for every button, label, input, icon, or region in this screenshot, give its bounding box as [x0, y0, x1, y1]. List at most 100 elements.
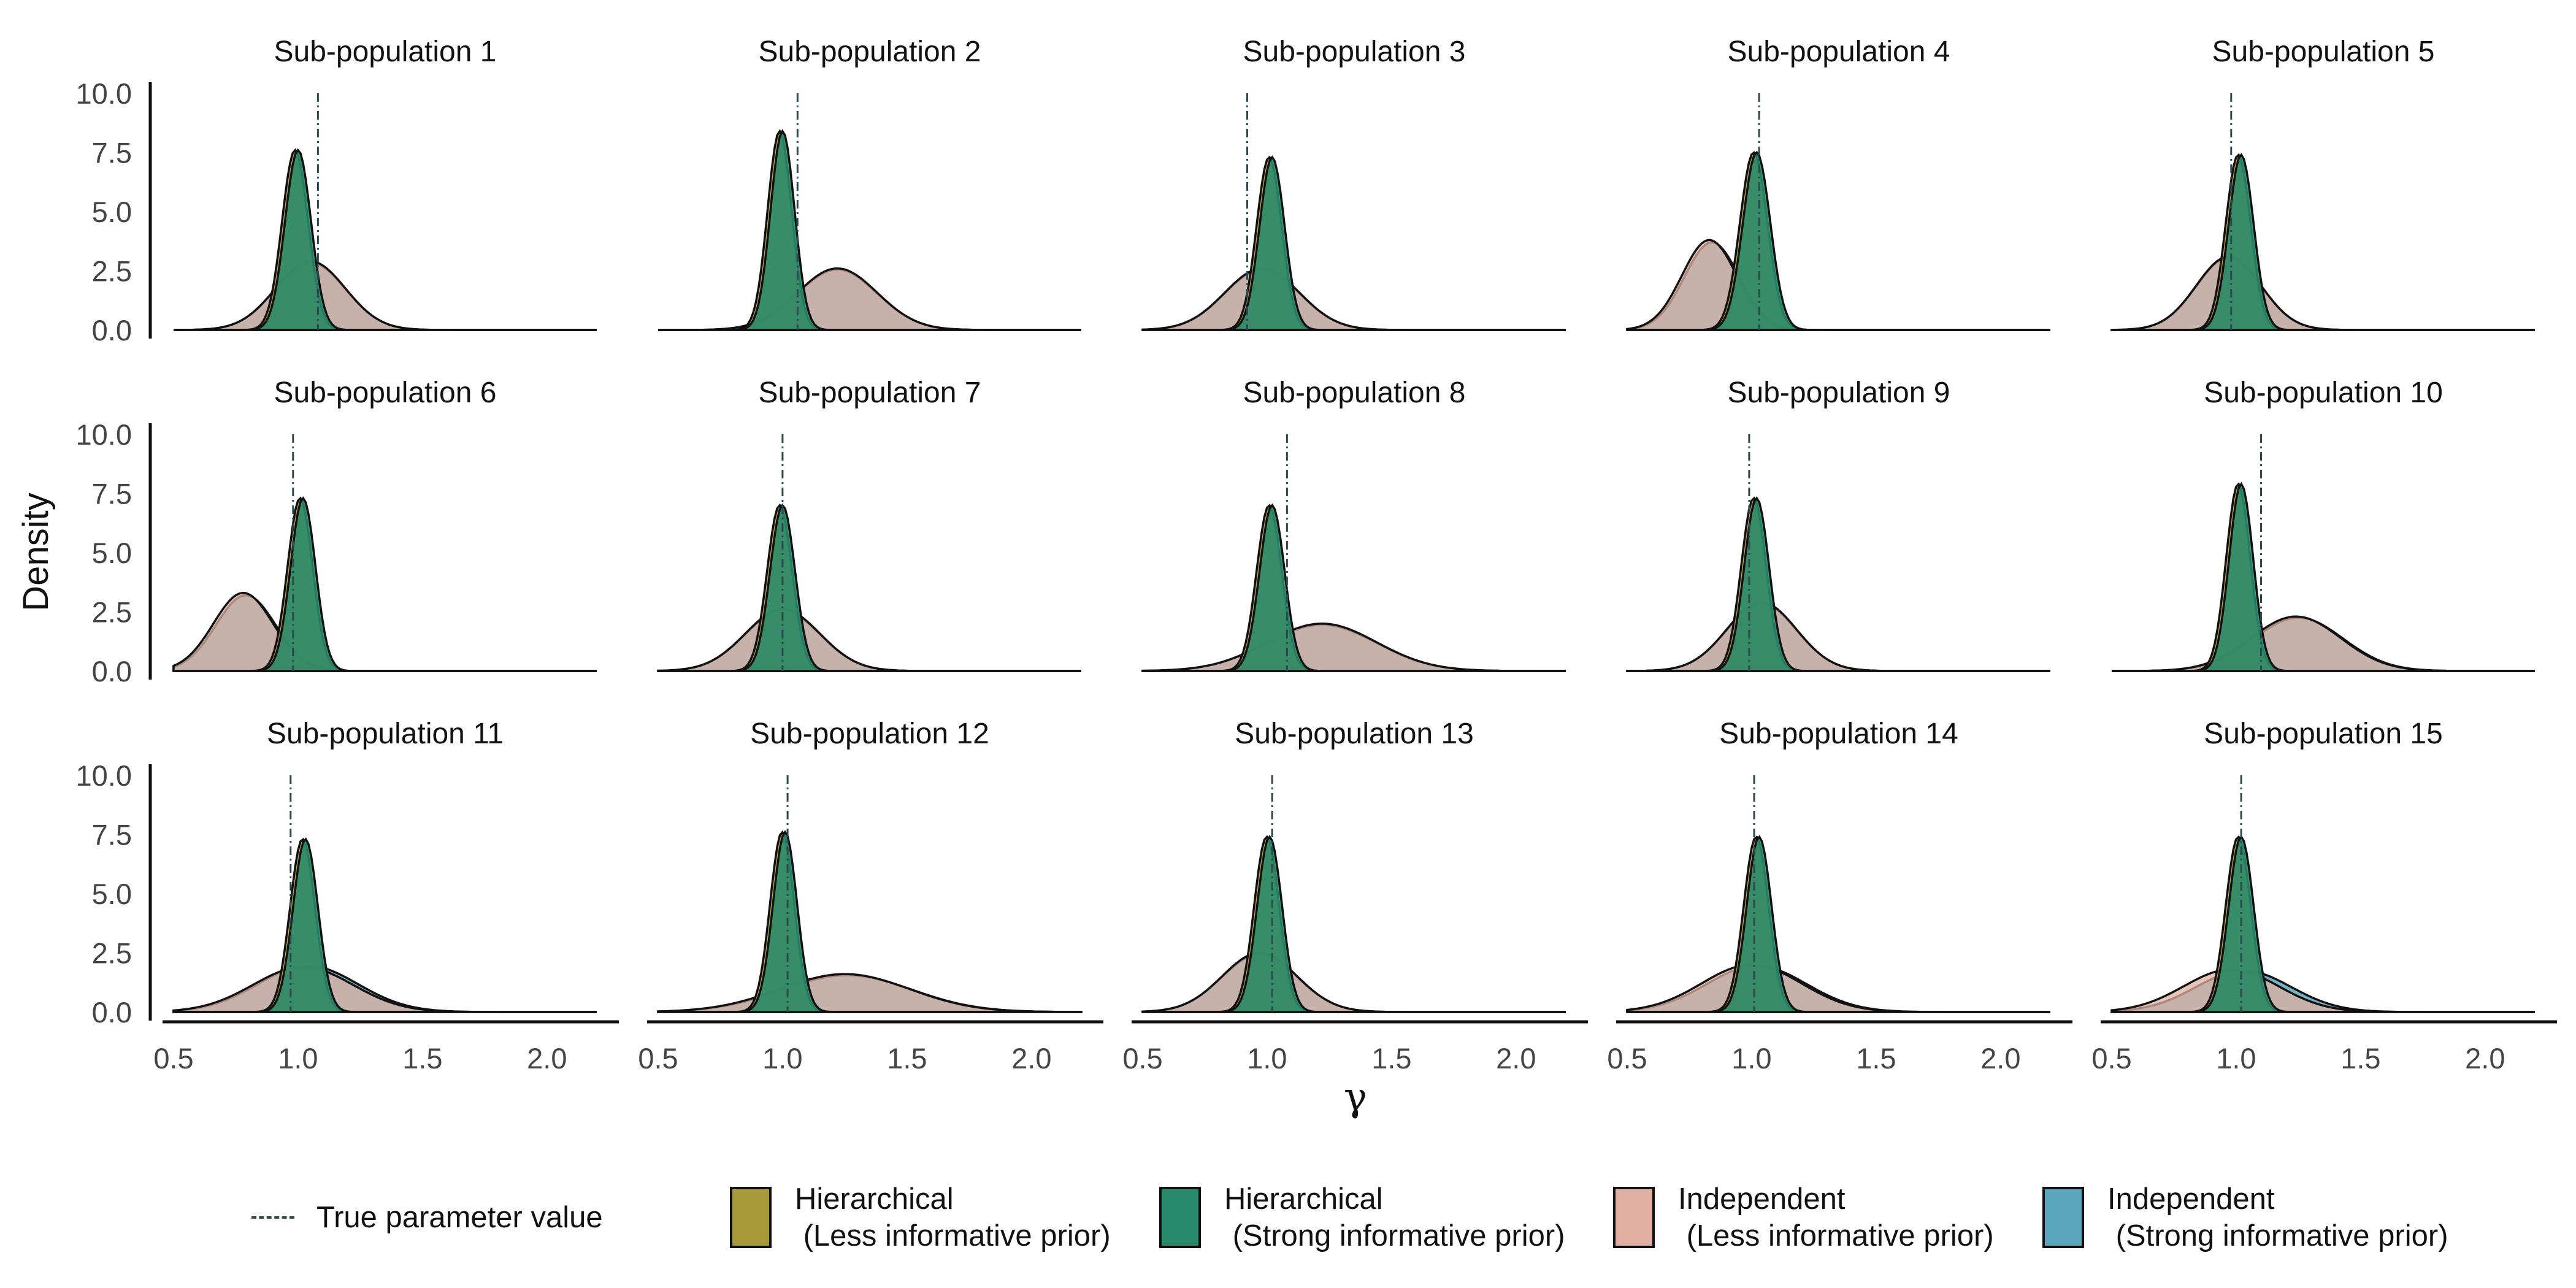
density-curve-hl [174, 148, 597, 331]
x-tick-label: 1.0 [1731, 1042, 1771, 1075]
y-tick-label: 5.0 [92, 196, 132, 228]
density-curve-hs [658, 830, 1081, 1013]
y-tick-label: 0.0 [92, 314, 132, 347]
density-curve-hs [174, 496, 597, 672]
x-tick-label: 0.5 [1122, 1042, 1162, 1075]
y-tick-label: 7.5 [92, 137, 132, 169]
density-curve-hl [1143, 155, 1566, 331]
x-tick-label: 2.0 [1496, 1042, 1536, 1075]
y-tick-label: 5.0 [92, 537, 132, 569]
legend-label: Independent (Strong informative prior) [2107, 1183, 2448, 1252]
density-curve-hs [2112, 153, 2535, 331]
legend-label: Hierarchical (Strong informative prior) [1224, 1183, 1565, 1252]
density-curve-hl [1627, 835, 2050, 1013]
density-curve-il [657, 973, 1083, 1013]
density-curve-il [1141, 951, 1566, 1013]
x-tick-label: 2.0 [1011, 1042, 1051, 1075]
density-curve-hs [1627, 150, 2050, 331]
legend-swatch-independent-strong [2042, 1187, 2084, 1248]
y-tick-label: 0.0 [92, 655, 132, 688]
density-curve-hs [1143, 155, 1566, 331]
facet-panel-12: Sub-population 12 0.5 1.0 1.5 2.0 [638, 718, 1103, 1075]
facet-panel-8: Sub-population 8 [1141, 377, 1566, 672]
x-tick-label: 0.5 [2091, 1042, 2131, 1075]
x-tick-label: 1.5 [402, 1042, 442, 1075]
density-curve-hs [658, 129, 1081, 331]
density-curve-hs [2112, 481, 2535, 672]
panel-title: Sub-population 2 [759, 36, 981, 68]
legend-label: Independent (Less informative prior) [1678, 1183, 1994, 1252]
x-tick-label: 1.5 [1371, 1042, 1411, 1075]
density-curve-is [1626, 602, 2050, 672]
density-curve-il [1626, 964, 2050, 1013]
y-tick-label: 2.5 [92, 937, 132, 970]
density-curve-hs [1627, 835, 2050, 1013]
legend-item-independent-strong: Independent (Strong informative prior) [2042, 1165, 2448, 1270]
facet-panel-14: Sub-population 14 0.5 1.0 1.5 2.0 [1607, 718, 2072, 1075]
density-curve-il [2110, 255, 2535, 331]
density-curve-il [173, 260, 597, 331]
legend-swatch-independent-less [1613, 1187, 1655, 1248]
density-curve-il [172, 965, 597, 1013]
panel-title: Sub-population 3 [1243, 36, 1466, 68]
x-tick-label: 1.0 [278, 1042, 318, 1075]
density-curve-il [172, 591, 597, 672]
facet-panel-11: Sub-population 11 0.0 2.5 5.0 7.5 10.0 0.5 1.0 1… [76, 718, 619, 1075]
density-curve-il [1626, 239, 2050, 331]
x-tick-label: 1.0 [762, 1042, 802, 1075]
x-tick-label: 1.5 [887, 1042, 927, 1075]
density-curve-hs [1627, 496, 2050, 672]
x-tick-label: 1.0 [1247, 1042, 1287, 1075]
panel-title: Sub-population 7 [759, 377, 981, 409]
legend-swatch-hierarchical-less [730, 1187, 772, 1248]
panel-title: Sub-population 1 [274, 36, 497, 68]
density-curve-il [2110, 968, 2535, 1013]
panel-title: Sub-population 11 [267, 718, 504, 750]
legend: True parameter value Hierarchical (Less … [0, 1165, 2576, 1288]
density-curve-hl [658, 503, 1081, 672]
density-curve-hs [174, 837, 597, 1013]
density-curve-il [2112, 615, 2535, 672]
facet-panel-2: Sub-population 2 [658, 36, 1081, 331]
panel-title: Sub-population 5 [2212, 36, 2435, 68]
legend-label: Hierarchical (Less informative prior) [795, 1183, 1111, 1252]
density-curve-hl [174, 837, 597, 1013]
y-tick-label: 10.0 [76, 759, 132, 792]
density-curve-hs [1143, 503, 1566, 672]
dashdot-line-icon [251, 1216, 294, 1219]
legend-item-hierarchical-strong: Hierarchical (Strong informative prior) [1159, 1165, 1565, 1270]
facet-panel-3: Sub-population 3 [1141, 36, 1566, 331]
y-tick-label: 7.5 [92, 478, 132, 510]
facet-panel-9: Sub-population 9 [1626, 377, 2050, 672]
panel-title: Sub-population 6 [274, 377, 497, 409]
x-tick-label: 2.0 [2465, 1042, 2505, 1075]
facet-panel-6: Sub-population 6 0.0 2.5 5.0 7.5 10.0 [76, 377, 597, 688]
panel-title: Sub-population 14 [1719, 718, 1958, 750]
density-curve-hl [2112, 153, 2535, 331]
y-tick-label: 2.5 [92, 596, 132, 629]
density-curve-hs [174, 148, 597, 331]
facet-panel-4: Sub-population 4 [1626, 36, 2050, 331]
density-curve-hs [2112, 835, 2535, 1013]
legend-swatch-hierarchical-strong [1159, 1187, 1201, 1248]
panel-title: Sub-population 9 [1728, 377, 1950, 409]
x-tick-label: 0.5 [638, 1042, 678, 1075]
density-curve-hl [2112, 835, 2535, 1013]
y-tick-label: 10.0 [76, 418, 132, 451]
density-curve-hs [1143, 835, 1566, 1013]
legend-label: True parameter value [316, 1201, 603, 1234]
x-tick-label: 1.5 [2340, 1042, 2380, 1075]
density-curve-il [658, 267, 1081, 331]
legend-item-independent-less: Independent (Less informative prior) [1613, 1165, 1994, 1270]
density-curve-il [1626, 601, 2050, 672]
facet-panel-5: Sub-population 5 [2110, 36, 2535, 331]
x-tick-label: 0.5 [153, 1042, 193, 1075]
x-tick-label: 0.5 [1607, 1042, 1647, 1075]
density-curve-il [1141, 623, 1566, 672]
x-tick-label: 1.0 [2216, 1042, 2256, 1075]
y-axis-title: Density [16, 493, 56, 611]
panel-title: Sub-population 4 [1728, 36, 1950, 68]
facet-panel-13: Sub-population 13 0.5 1.0 1.5 2.0 [1122, 718, 1588, 1075]
panel-title: Sub-population 15 [2204, 718, 2443, 750]
